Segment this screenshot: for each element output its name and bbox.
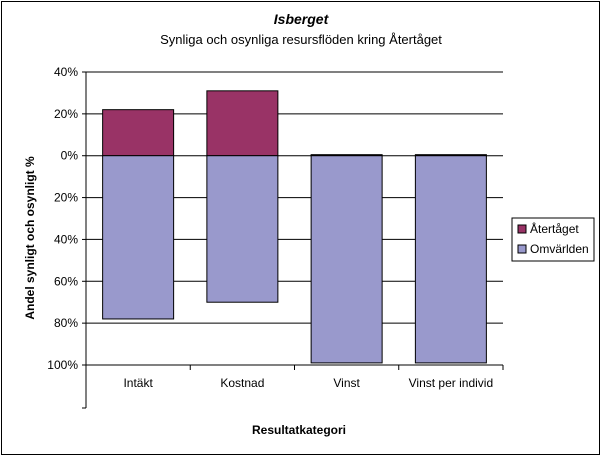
bar-omvärlden <box>310 155 383 364</box>
bar-återtåget <box>102 109 175 157</box>
x-axis-title: Resultatkategori <box>252 423 346 437</box>
y-tick-label: 40% <box>54 65 78 79</box>
y-tick-label: 100% <box>47 358 78 372</box>
bars <box>102 90 487 364</box>
axes <box>82 72 87 409</box>
y-tick-label: 20% <box>54 107 78 121</box>
y-tick-label: 40% <box>54 232 78 246</box>
bar-omvärlden <box>414 155 487 364</box>
legend-label: Omvärlden <box>530 242 589 256</box>
chart-subtitle: Synliga och osynliga resursflöden kring … <box>160 32 442 47</box>
x-tick-label: Vinst per individ <box>409 376 494 390</box>
x-tick-label: Vinst <box>333 376 360 390</box>
bar-omvärlden <box>206 155 279 303</box>
chart-title: Isberget <box>274 11 330 27</box>
x-tick-label: Kostnad <box>220 376 264 390</box>
y-tick-label: 60% <box>54 274 78 288</box>
legend-swatch <box>517 224 527 234</box>
x-tick-labels: Intäkt Kostnad Vinst Vinst per individ <box>123 376 493 390</box>
y-tick-label: 20% <box>54 191 78 205</box>
bar-återtåget <box>206 90 279 157</box>
legend-swatch <box>517 244 527 254</box>
legend-label: Återtåget <box>530 221 579 236</box>
bar-omvärlden <box>102 155 175 320</box>
y-tick-label: 0% <box>61 149 79 163</box>
y-tick-labels: 40% 20% 0% 20% 40% 60% 80% 100% <box>47 65 78 372</box>
x-tick-label: Intäkt <box>123 376 153 390</box>
y-axis-title: Andel synligt och osynligt % <box>23 156 37 320</box>
legend: Återtåget Omvärlden <box>511 217 595 262</box>
y-tick-label: 80% <box>54 316 78 330</box>
